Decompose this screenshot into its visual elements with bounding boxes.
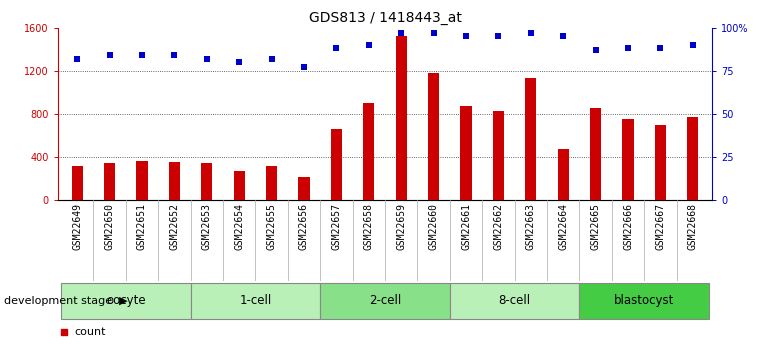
Bar bbox=[136, 161, 148, 200]
Bar bbox=[557, 149, 569, 200]
Bar bbox=[396, 36, 407, 200]
Point bbox=[233, 59, 246, 65]
Bar bbox=[525, 78, 537, 200]
Point bbox=[492, 33, 504, 39]
Text: development stage  ▶: development stage ▶ bbox=[4, 296, 128, 306]
Text: 1-cell: 1-cell bbox=[239, 294, 272, 307]
Bar bbox=[493, 111, 504, 200]
Bar bbox=[460, 106, 472, 200]
Point bbox=[460, 33, 472, 39]
Point bbox=[395, 30, 407, 36]
Text: GSM22657: GSM22657 bbox=[331, 203, 341, 249]
Text: blastocyst: blastocyst bbox=[614, 294, 675, 307]
Text: GSM22659: GSM22659 bbox=[397, 203, 407, 249]
Text: 8-cell: 8-cell bbox=[498, 294, 531, 307]
Point bbox=[654, 46, 667, 51]
Point bbox=[136, 52, 148, 58]
Point bbox=[590, 47, 602, 53]
Bar bbox=[687, 117, 698, 200]
Bar bbox=[61, 283, 191, 319]
Text: GSM22651: GSM22651 bbox=[137, 203, 147, 249]
Text: GSM22652: GSM22652 bbox=[169, 203, 179, 249]
Bar bbox=[233, 171, 245, 200]
Point bbox=[168, 52, 180, 58]
Bar bbox=[104, 164, 115, 200]
Text: GSM22667: GSM22667 bbox=[655, 203, 665, 249]
Point bbox=[438, 35, 450, 40]
Point bbox=[298, 65, 310, 70]
Bar bbox=[622, 119, 634, 200]
Text: GSM22664: GSM22664 bbox=[558, 203, 568, 249]
Bar bbox=[590, 108, 601, 200]
Point bbox=[622, 46, 634, 51]
Bar bbox=[169, 162, 180, 200]
Text: GSM22650: GSM22650 bbox=[105, 203, 115, 249]
Text: GSM22656: GSM22656 bbox=[299, 203, 309, 249]
Bar bbox=[266, 166, 277, 200]
Text: GSM22662: GSM22662 bbox=[494, 203, 504, 249]
Title: GDS813 / 1418443_at: GDS813 / 1418443_at bbox=[309, 11, 461, 25]
Bar bbox=[654, 125, 666, 200]
Point bbox=[71, 56, 83, 61]
Bar bbox=[331, 129, 342, 200]
Point bbox=[330, 46, 343, 51]
Bar bbox=[72, 166, 83, 200]
Text: GSM22666: GSM22666 bbox=[623, 203, 633, 249]
Bar bbox=[428, 73, 439, 200]
Text: 2-cell: 2-cell bbox=[369, 294, 401, 307]
Point bbox=[524, 30, 537, 36]
Text: GSM22649: GSM22649 bbox=[72, 203, 82, 249]
Point bbox=[266, 56, 278, 61]
Point bbox=[687, 42, 699, 48]
Point bbox=[103, 52, 116, 58]
Point bbox=[557, 33, 569, 39]
Bar bbox=[320, 283, 450, 319]
Text: oocyte: oocyte bbox=[106, 294, 146, 307]
Point bbox=[363, 42, 375, 48]
Text: GSM22653: GSM22653 bbox=[202, 203, 212, 249]
Text: GSM22655: GSM22655 bbox=[266, 203, 276, 249]
Text: GSM22665: GSM22665 bbox=[591, 203, 601, 249]
Point bbox=[438, 259, 450, 265]
Bar bbox=[298, 177, 310, 200]
Bar bbox=[450, 283, 579, 319]
Point bbox=[201, 56, 213, 61]
Text: GSM22660: GSM22660 bbox=[429, 203, 439, 249]
Bar bbox=[201, 164, 213, 200]
Text: GSM22658: GSM22658 bbox=[363, 203, 373, 249]
Bar bbox=[579, 283, 709, 319]
Text: GSM22663: GSM22663 bbox=[526, 203, 536, 249]
Point bbox=[427, 30, 440, 36]
Text: count: count bbox=[74, 327, 105, 337]
Text: GSM22668: GSM22668 bbox=[688, 203, 698, 249]
Text: GSM22661: GSM22661 bbox=[461, 203, 471, 249]
Text: GSM22654: GSM22654 bbox=[234, 203, 244, 249]
Bar bbox=[191, 283, 320, 319]
Bar bbox=[363, 103, 374, 200]
